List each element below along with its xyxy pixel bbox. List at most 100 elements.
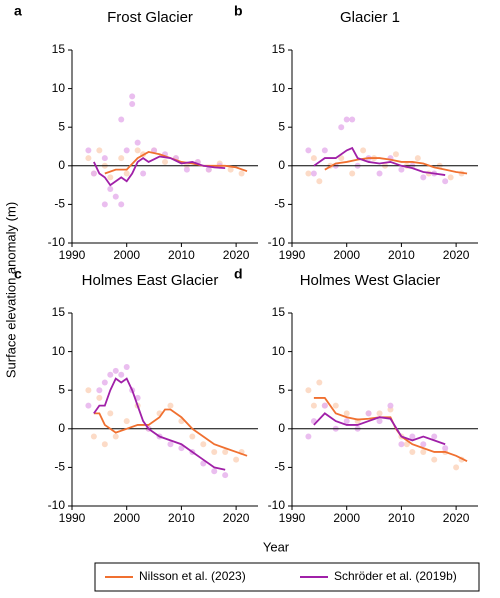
scatter-point [222, 472, 229, 479]
scatter-point [376, 410, 383, 417]
y-axis-label: Surface elevation anomaly (m) [3, 202, 18, 378]
y-tick-label: -5 [54, 460, 65, 474]
scatter-point [167, 402, 174, 409]
y-tick-label: -10 [268, 235, 286, 249]
scatter-point [365, 410, 372, 417]
y-tick-label: 0 [278, 158, 285, 172]
scatter-point [107, 371, 114, 378]
scatter-point [453, 464, 460, 471]
scatter-point [310, 402, 317, 409]
scatter-point [96, 394, 103, 401]
scatter-point [321, 402, 328, 409]
scatter-point [167, 441, 174, 448]
x-tick-label: 1990 [279, 511, 306, 525]
scatter-point [85, 147, 92, 154]
scatter-point [189, 433, 196, 440]
scatter-point [321, 147, 328, 154]
scatter-point [85, 155, 92, 162]
scatter-point [107, 174, 114, 181]
scatter-point [332, 402, 339, 409]
series-line [93, 155, 226, 187]
scatter-point [200, 441, 207, 448]
scatter-point [387, 402, 394, 409]
scatter-point [403, 441, 410, 448]
scatter-point [376, 418, 383, 425]
panel-title: Glacier 1 [340, 9, 400, 26]
scatter-point [343, 410, 350, 417]
scatter-point [409, 448, 416, 455]
y-tick-label: 0 [58, 158, 65, 172]
scatter-point [227, 166, 234, 173]
y-tick-label: 15 [272, 305, 286, 319]
scatter-point [343, 418, 350, 425]
scatter-point [112, 367, 119, 374]
scatter-point [442, 178, 449, 185]
scatter-point [316, 178, 323, 185]
scatter-point [140, 170, 147, 177]
x-tick-label: 1990 [59, 511, 86, 525]
scatter-point [360, 147, 367, 154]
scatter-point [118, 371, 125, 378]
scatter-point [96, 147, 103, 154]
x-tick-label: 2000 [113, 511, 140, 525]
panel-label: c [14, 266, 22, 282]
scatter-point [376, 170, 383, 177]
scatter-point [134, 147, 141, 154]
scatter-point [414, 155, 421, 162]
panel-title: Holmes West Glacier [300, 272, 441, 289]
series-line [313, 146, 446, 176]
y-tick-label: 15 [272, 42, 286, 56]
scatter-point [398, 441, 405, 448]
y-tick-label: -5 [274, 460, 285, 474]
y-tick-label: -5 [274, 197, 285, 211]
y-tick-label: -10 [48, 498, 66, 512]
scatter-point [316, 379, 323, 386]
y-tick-label: 5 [58, 119, 65, 133]
x-tick-label: 1990 [279, 248, 306, 262]
scatter-point [118, 116, 125, 123]
scatter-point [118, 201, 125, 208]
scatter-point [112, 193, 119, 200]
scatter-point [107, 185, 114, 192]
y-tick-label: 10 [272, 344, 286, 358]
x-tick-label: 2020 [223, 511, 250, 525]
scatter-point [90, 433, 97, 440]
scatter-point [222, 448, 229, 455]
x-tick-label: 2000 [333, 511, 360, 525]
scatter-point [392, 151, 399, 158]
x-tick-label: 2000 [113, 248, 140, 262]
y-tick-label: 5 [58, 382, 65, 396]
series-line [93, 377, 226, 471]
x-tick-label: 2010 [388, 248, 415, 262]
scatter-point [431, 433, 438, 440]
y-tick-label: 10 [52, 344, 66, 358]
series-line [93, 408, 248, 457]
scatter-point [305, 387, 312, 394]
legend-box [94, 562, 480, 592]
panel-title: Frost Glacier [107, 9, 193, 26]
series-line [313, 412, 446, 446]
scatter-point [123, 170, 130, 177]
scatter-point [211, 468, 218, 475]
scatter-point [118, 155, 125, 162]
scatter-point [85, 387, 92, 394]
scatter-point [305, 433, 312, 440]
x-tick-label: 2020 [223, 248, 250, 262]
scatter-point [162, 158, 168, 165]
scatter-point [211, 448, 218, 455]
scatter-point [112, 433, 119, 440]
scatter-point [420, 448, 427, 455]
scatter-point [107, 410, 114, 417]
x-tick-label: 1990 [59, 248, 86, 262]
panel-label: b [234, 3, 243, 19]
scatter-point [305, 170, 312, 177]
scatter-point [233, 456, 240, 463]
panel-title: Holmes East Glacier [82, 272, 219, 289]
x-tick-label: 2010 [388, 511, 415, 525]
scatter-point [129, 101, 136, 108]
scatter-point [338, 124, 345, 131]
scatter-point [305, 147, 312, 154]
y-tick-label: 5 [278, 382, 285, 396]
x-axis-label: Year [263, 539, 290, 554]
